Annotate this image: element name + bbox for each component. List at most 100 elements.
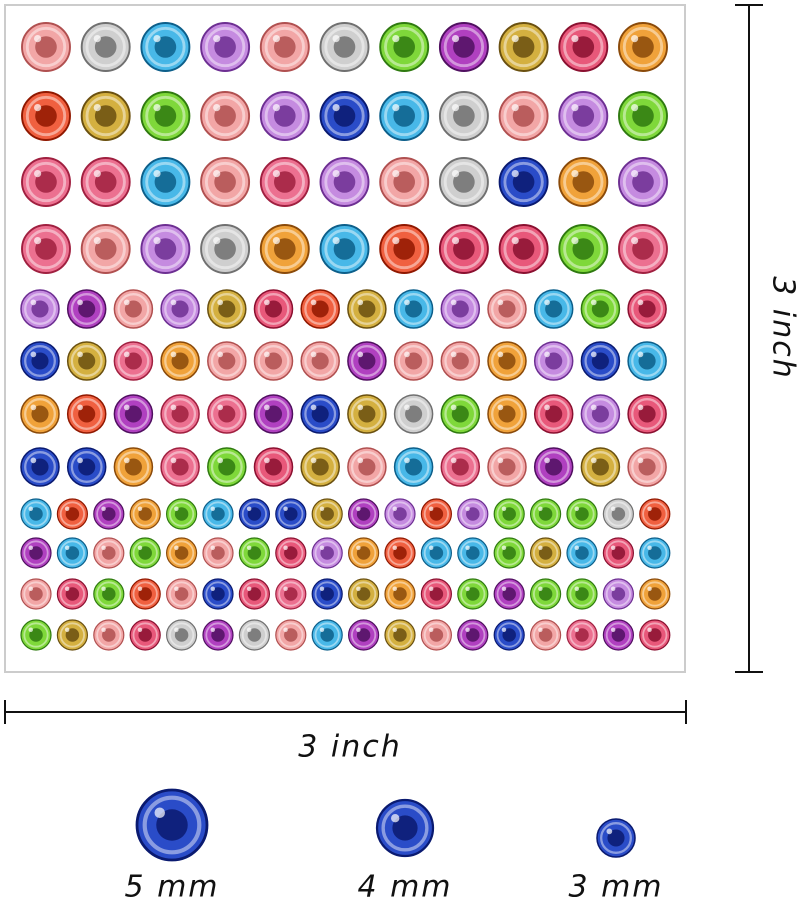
gem-shine — [310, 299, 317, 306]
gem-ring — [204, 95, 246, 137]
gem — [440, 289, 481, 329]
gem-core — [632, 238, 654, 260]
gem-ring — [314, 622, 340, 648]
gem-ring — [642, 581, 668, 607]
gem-shine — [501, 545, 507, 550]
gem-shine — [210, 586, 215, 591]
gem — [259, 224, 310, 274]
gem-ring — [496, 581, 522, 607]
gem-shine — [392, 104, 400, 112]
gem-shine — [30, 351, 37, 358]
gem-core — [538, 546, 553, 560]
gem-shine — [356, 627, 361, 632]
gem — [602, 619, 635, 651]
gem-shine — [451, 104, 460, 112]
gem-ring — [59, 501, 86, 527]
gem-ring — [584, 451, 617, 483]
gem-core — [78, 458, 96, 476]
gem-ring — [584, 293, 617, 325]
gem — [259, 157, 310, 207]
gem — [533, 394, 574, 434]
gem — [20, 537, 52, 569]
gem — [80, 22, 131, 72]
gem-ring — [204, 228, 246, 270]
gem-core — [31, 352, 49, 370]
gem-core — [451, 458, 469, 476]
gem-shine — [544, 299, 550, 306]
gem-shine — [77, 299, 83, 306]
gem — [253, 447, 294, 487]
gem — [529, 619, 562, 651]
gem-ring — [23, 622, 49, 648]
gem-core — [538, 507, 553, 521]
gem-ring — [304, 451, 337, 483]
gem-ring — [132, 540, 158, 566]
gem — [80, 91, 131, 141]
gem-shine — [319, 506, 325, 511]
gem-ring — [205, 540, 231, 566]
gem-shine — [213, 35, 221, 43]
gem-core — [545, 405, 563, 423]
gem-shine — [606, 828, 613, 835]
gem — [166, 498, 198, 530]
gem-core — [572, 171, 595, 193]
gem-shine — [319, 545, 325, 550]
gem-core — [638, 405, 656, 423]
gem-core — [102, 587, 116, 601]
gem-ring — [117, 293, 150, 325]
gem-ring — [96, 581, 122, 607]
gem-core — [498, 405, 516, 423]
gem-core — [393, 238, 416, 260]
gem — [580, 394, 621, 434]
gem — [166, 537, 198, 569]
gem-shine — [210, 545, 215, 550]
gem-shine — [450, 351, 457, 358]
gem-ring — [24, 451, 56, 483]
gem-core — [356, 507, 371, 521]
gem-shine — [174, 586, 179, 591]
gem-core — [429, 546, 444, 560]
gem-core — [512, 36, 535, 58]
gem-ring — [350, 345, 383, 377]
gem-core — [632, 105, 654, 127]
gem-core — [575, 507, 589, 521]
gem-core — [94, 36, 117, 58]
gem-shine — [246, 586, 252, 591]
gem-core — [284, 628, 298, 642]
gem — [438, 157, 489, 207]
gem-core — [211, 546, 225, 560]
gem-shine — [501, 627, 507, 632]
gem-shine — [30, 457, 37, 464]
gem-shine — [428, 586, 434, 591]
size-label: 4 mm — [357, 870, 452, 904]
gem-ring — [132, 501, 158, 527]
gem-core — [545, 458, 563, 476]
gem-core — [498, 352, 516, 370]
gem-core — [35, 238, 57, 260]
gem-ring — [600, 822, 632, 854]
gem-ring — [622, 228, 664, 270]
gem-core — [35, 105, 57, 127]
gem-core — [393, 36, 416, 58]
gem-core — [138, 587, 152, 601]
gem-core — [393, 105, 416, 127]
gem-core — [218, 405, 236, 423]
gem-shine — [544, 457, 550, 464]
gem — [566, 619, 598, 651]
gem-core — [65, 546, 80, 560]
gem-ring — [210, 451, 243, 483]
gem-core — [405, 300, 423, 318]
gem — [300, 447, 340, 487]
gem-shine — [170, 457, 177, 464]
gem-core — [78, 352, 96, 370]
gem-shine — [264, 404, 270, 411]
gem — [440, 394, 481, 434]
gem — [457, 537, 489, 569]
gem-ring — [96, 622, 122, 648]
gem-shine — [428, 506, 434, 511]
height-dimension: 3 inch — [735, 4, 800, 673]
gem-ring — [537, 451, 570, 483]
gem — [166, 619, 198, 651]
gem-shine — [272, 104, 280, 112]
